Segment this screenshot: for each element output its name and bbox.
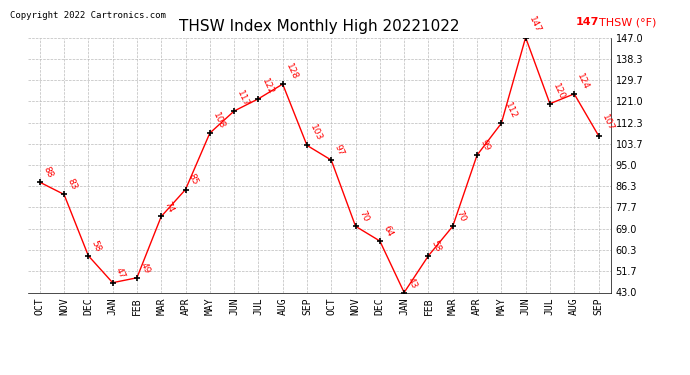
Text: 47: 47 — [114, 266, 127, 280]
Text: 83: 83 — [66, 177, 79, 192]
Text: 70: 70 — [454, 209, 467, 224]
Text: 99: 99 — [478, 138, 491, 152]
Text: 147: 147 — [575, 17, 599, 27]
Text: 107: 107 — [600, 113, 615, 133]
Text: 58: 58 — [430, 239, 443, 253]
Text: 58: 58 — [90, 239, 103, 253]
Text: 117: 117 — [235, 89, 251, 108]
Text: 97: 97 — [333, 143, 346, 158]
Text: 112: 112 — [503, 101, 518, 120]
Text: 120: 120 — [551, 82, 566, 101]
Text: 64: 64 — [382, 224, 394, 238]
Text: Copyright 2022 Cartronics.com: Copyright 2022 Cartronics.com — [10, 11, 166, 20]
Title: THSW Index Monthly High 20221022: THSW Index Monthly High 20221022 — [179, 18, 460, 33]
Text: 147: 147 — [527, 15, 542, 35]
Text: 128: 128 — [284, 62, 299, 81]
Text: 103: 103 — [308, 123, 324, 142]
Text: 70: 70 — [357, 209, 370, 224]
Text: 88: 88 — [41, 165, 54, 179]
Text: 49: 49 — [138, 261, 151, 275]
Text: 43: 43 — [406, 276, 419, 290]
Text: 122: 122 — [259, 77, 275, 96]
Text: THSW (°F): THSW (°F) — [599, 17, 656, 27]
Text: 124: 124 — [575, 72, 591, 91]
Text: 74: 74 — [163, 200, 175, 214]
Text: 108: 108 — [211, 111, 226, 130]
Text: 85: 85 — [187, 172, 200, 187]
